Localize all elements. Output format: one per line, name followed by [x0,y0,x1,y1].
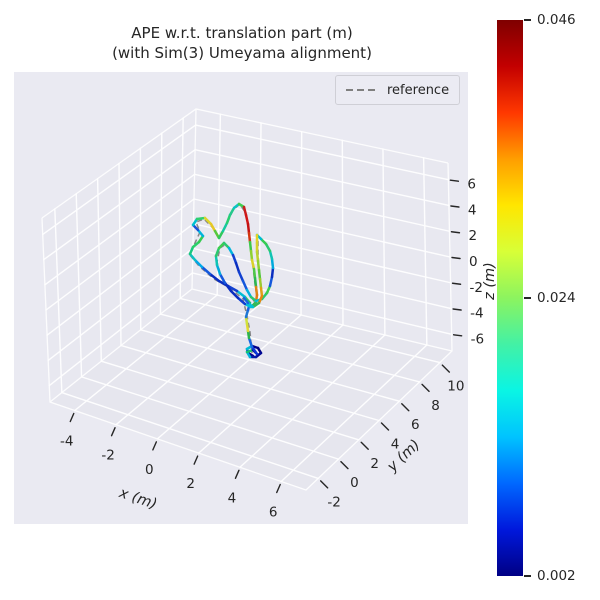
colorbar-tick-label: 0.002 [537,568,576,584]
y-tick-label: 6 [411,417,420,433]
z-tick-label: -4 [470,306,483,322]
colorbar-tick-label: 0.024 [537,290,576,306]
y-tick-label: 2 [370,456,379,472]
y-tick-label: 10 [447,379,464,395]
z-tick-label: -2 [470,280,483,296]
tick-marks [69,179,463,494]
plot-title: APE w.r.t. translation part (m) [131,24,353,42]
dashed-line-icon [346,89,378,91]
x-tick-label: 6 [269,504,278,520]
colorbar-gradient [497,20,523,576]
x-tick-label: -2 [101,448,114,464]
z-tick-label: 0 [469,254,478,270]
pane-edges [41,108,453,491]
colorbar-tick [524,19,531,21]
colorbar-tick [524,575,531,577]
x-tick-label: 4 [228,490,237,506]
z-tick-label: 2 [468,228,477,244]
x-tick-label: 2 [186,476,195,492]
grid-lines [42,113,453,483]
x-tick-label: -4 [60,434,73,450]
y-tick-label: 8 [431,398,440,414]
legend: reference [335,75,461,105]
y-tick-label: 0 [350,475,359,491]
z-tick-label: -6 [471,331,484,347]
y-tick-label: 4 [391,437,400,453]
x-tick-label: 0 [145,462,154,478]
plot-subtitle: (with Sim(3) Umeyama alignment) [112,44,372,62]
y-tick-label: -2 [327,494,340,510]
legend-label: reference [387,82,450,98]
colorbar: 0.046 0.024 0.002 [497,12,597,584]
colorbar-tick-label: 0.046 [537,12,576,28]
z-tick-label: 4 [468,202,477,218]
z-tick-label: 6 [467,177,476,193]
trajectory-path [188,202,275,359]
colorbar-tick [524,297,531,299]
z-axis-label: z (m) [482,262,498,300]
